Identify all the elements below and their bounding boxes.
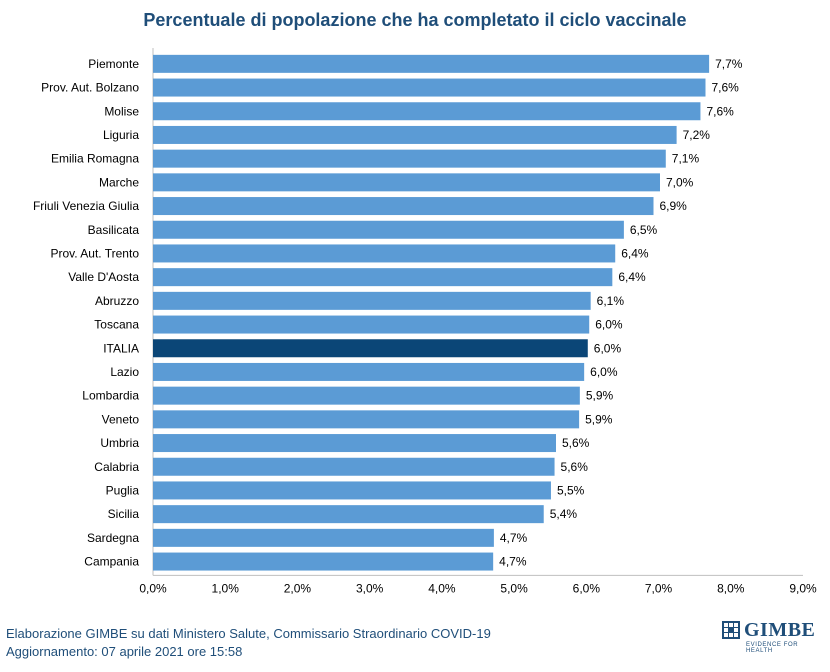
x-tick-label: 9,0%: [789, 581, 817, 595]
category-label: Lombardia: [82, 389, 139, 403]
data-label: 6,1%: [597, 294, 625, 308]
data-label: 7,2%: [683, 128, 711, 142]
bar: [153, 386, 580, 405]
data-label: 6,9%: [660, 199, 688, 213]
category-label: Sardegna: [87, 531, 139, 545]
bar: [153, 457, 555, 476]
category-label: Valle D'Aosta: [68, 270, 139, 284]
category-label: Calabria: [94, 460, 139, 474]
category-label: Friuli Venezia Giulia: [33, 199, 139, 213]
chart-title: Percentuale di popolazione che ha comple…: [143, 10, 687, 30]
category-label: Basilicata: [88, 223, 140, 237]
category-label: Emilia Romagna: [51, 152, 139, 166]
category-label: Umbria: [100, 436, 139, 450]
data-label: 4,7%: [500, 531, 528, 545]
category-label: Prov. Aut. Trento: [51, 246, 140, 260]
category-label: Veneto: [102, 412, 140, 426]
bar: [153, 78, 706, 97]
data-label: 5,9%: [586, 389, 614, 403]
category-label: Piemonte: [88, 57, 139, 71]
category-label: Campania: [84, 555, 139, 569]
x-tick-label: 3,0%: [356, 581, 384, 595]
bar: [153, 434, 556, 453]
bar: [153, 528, 494, 547]
category-label: Abruzzo: [95, 294, 139, 308]
logo-name: GIMBE: [744, 619, 816, 641]
source-note: Elaborazione GIMBE su dati Ministero Sal…: [6, 626, 491, 641]
data-label: 6,5%: [630, 223, 658, 237]
category-label: Lazio: [110, 365, 139, 379]
bar: [153, 125, 677, 144]
data-label: 6,4%: [621, 246, 649, 260]
bar: [153, 54, 710, 73]
bar: [153, 410, 580, 429]
bar: [153, 291, 591, 310]
data-label: 6,0%: [595, 318, 623, 332]
x-tick-label: 7,0%: [645, 581, 673, 595]
data-label: 7,7%: [715, 57, 743, 71]
data-label: 6,0%: [590, 365, 618, 379]
category-label: Sicilia: [108, 507, 140, 521]
bar: [153, 102, 701, 121]
category-label: Prov. Aut. Bolzano: [41, 81, 139, 95]
x-tick-label: 5,0%: [500, 581, 528, 595]
data-label: 5,5%: [557, 483, 585, 497]
update-note: Aggiornamento: 07 aprile 2021 ore 15:58: [6, 644, 243, 659]
category-label: Puglia: [106, 483, 140, 497]
x-tick-label: 4,0%: [428, 581, 456, 595]
x-tick-label: 1,0%: [212, 581, 240, 595]
gimbe-logo-icon: [722, 621, 740, 639]
x-tick-label: 8,0%: [717, 581, 745, 595]
data-label: 7,6%: [706, 104, 734, 118]
bar: [153, 481, 551, 500]
bar: [153, 149, 666, 168]
bar: [153, 552, 494, 571]
category-label: Molise: [104, 104, 139, 118]
bar-italia: [153, 339, 588, 358]
bar: [153, 173, 660, 192]
bar-chart: 0,0% 1,0% 2,0% 3,0% 4,0% 5,0% 6,0% 7,0% 8,0% 9,0%…: [33, 48, 817, 595]
data-label: 6,0%: [594, 341, 622, 355]
data-label: 7,1%: [672, 152, 700, 166]
logo-tagline: EVIDENCE FOR HEALTH: [746, 642, 799, 654]
bar: [153, 362, 585, 381]
data-label: 7,6%: [712, 81, 740, 95]
data-label: 6,4%: [618, 270, 646, 284]
bar: [153, 244, 616, 263]
category-label: Liguria: [103, 128, 139, 142]
data-label: 5,4%: [550, 507, 578, 521]
x-tick-label: 6,0%: [573, 581, 601, 595]
x-tick-label: 2,0%: [284, 581, 312, 595]
category-label: ITALIA: [103, 341, 139, 355]
bar: [153, 315, 590, 334]
x-tick-label: 0,0%: [139, 581, 167, 595]
bar: [153, 197, 654, 216]
category-label: Marche: [99, 175, 139, 189]
data-label: 5,6%: [561, 460, 589, 474]
bar: [153, 268, 613, 287]
gimbe-logo: GIMBE EVIDENCE FOR HEALTH: [722, 618, 826, 654]
data-label: 5,6%: [562, 436, 590, 450]
bar: [153, 220, 624, 239]
data-label: 7,0%: [666, 175, 694, 189]
category-label: Toscana: [94, 318, 139, 332]
data-label: 4,7%: [499, 555, 527, 569]
bar: [153, 505, 544, 524]
data-label: 5,9%: [585, 412, 613, 426]
